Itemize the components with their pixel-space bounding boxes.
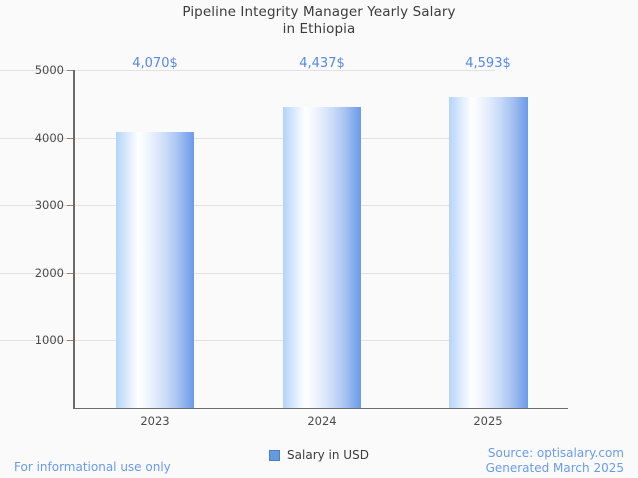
tick-mark-2000: [67, 272, 73, 274]
chart-title-line-2: in Ethiopia: [282, 21, 356, 37]
y-axis-label-1000: 1000: [34, 333, 64, 348]
source-note: Source: optisalary.com Generated March 2…: [486, 446, 624, 476]
legend-swatch-icon: [269, 449, 281, 461]
value-label-2025: 4,593$: [465, 56, 511, 71]
bar-2024[interactable]: [283, 107, 361, 408]
bar-2023[interactable]: [116, 132, 194, 408]
gridline-5000: [0, 70, 495, 71]
value-label-2024: 4,437$: [299, 56, 345, 71]
tick-mark-1000: [67, 340, 73, 342]
disclaimer-note: For informational use only: [14, 460, 171, 474]
x-axis-line: [73, 407, 568, 409]
x-axis-label-2025: 2025: [473, 414, 503, 428]
chart-legend: Salary in USD: [0, 448, 638, 462]
x-axis-label-2024: 2024: [307, 414, 337, 428]
value-label-2023: 4,070$: [132, 56, 178, 71]
y-axis-label-4000: 4000: [34, 130, 64, 145]
gridline-1000: [0, 340, 495, 342]
tick-mark-3000: [67, 205, 73, 207]
legend-item-label: Salary in USD: [287, 448, 369, 462]
tick-mark-4000: [67, 137, 73, 139]
y-axis-label-2000: 2000: [34, 265, 64, 280]
chart-title: Pipeline Integrity Manager Yearly Salary…: [0, 4, 638, 38]
gridline-4000: [0, 137, 495, 139]
gridline-2000: [0, 272, 495, 274]
y-axis-line: [73, 70, 75, 409]
y-axis-label-5000: 5000: [34, 63, 64, 77]
gridline-3000: [0, 205, 495, 207]
legend-item-salary-in-usd[interactable]: Salary in USD: [269, 448, 369, 462]
tick-mark-5000: [67, 70, 73, 71]
source-line: Source: optisalary.com: [487, 446, 624, 460]
x-axis-label-2023: 2023: [140, 414, 170, 428]
bar-2025[interactable]: [449, 96, 528, 408]
chart-title-line-1: Pipeline Integrity Manager Yearly Salary: [182, 4, 456, 20]
generated-line: Generated March 2025: [485, 461, 624, 475]
y-axis-label-3000: 3000: [34, 198, 64, 213]
